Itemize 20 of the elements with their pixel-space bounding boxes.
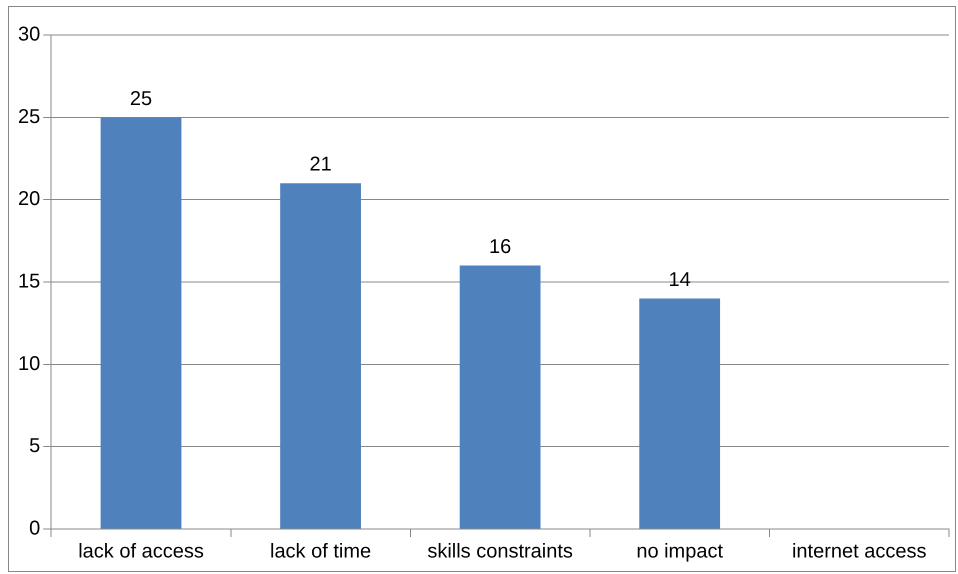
bar: [460, 266, 541, 528]
y-tick-label: 5: [29, 435, 40, 458]
x-tick-label: lack of access: [78, 540, 204, 563]
data-label: 14: [668, 268, 691, 291]
y-tick-label: 25: [18, 106, 40, 128]
bar: [100, 117, 182, 528]
data-label: 16: [489, 236, 512, 258]
x-tick-label: lack of time: [270, 540, 372, 563]
bar: [280, 183, 361, 528]
x-tick-label: no impact: [636, 540, 724, 563]
y-tick-label: 20: [18, 188, 40, 210]
x-tick-label: skills constraints: [427, 540, 573, 563]
y-tick-label: 15: [18, 270, 40, 293]
x-tick-label: internet access: [792, 540, 926, 563]
y-tick-label: 0: [29, 518, 40, 540]
y-tick-label: 30: [18, 24, 40, 46]
data-label: 21: [309, 154, 332, 176]
y-tick-label: 10: [18, 352, 40, 375]
bar: [639, 298, 720, 528]
data-label: 25: [130, 88, 152, 110]
